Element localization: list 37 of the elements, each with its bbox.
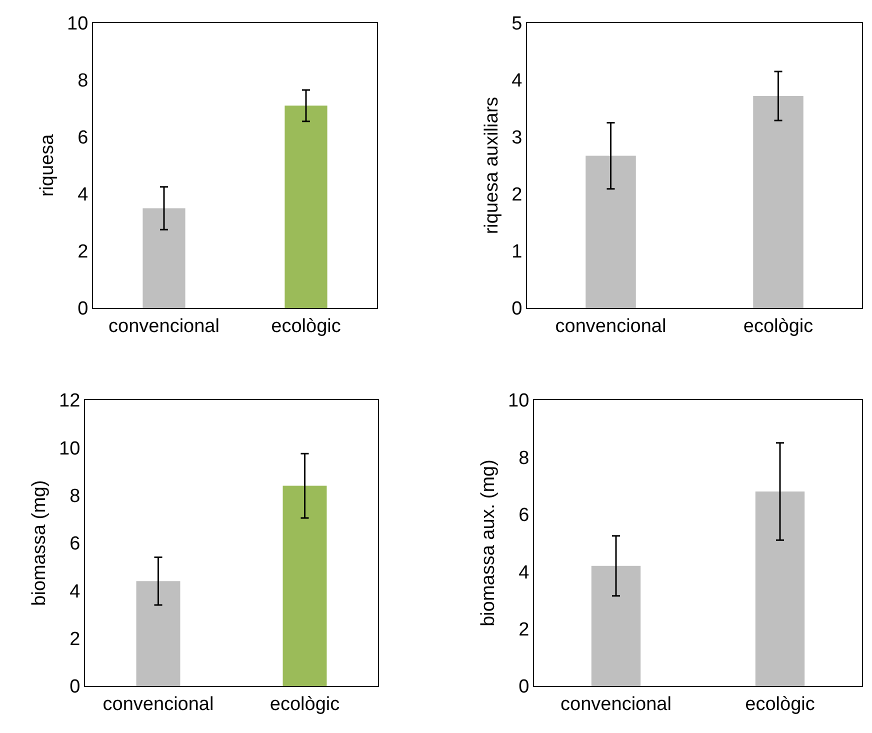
y-tick-label: 10: [59, 438, 80, 460]
y-tick-label: 2: [518, 619, 530, 640]
x-tick-label: ecològic: [270, 694, 340, 715]
y-axis-title: riquesa: [36, 134, 58, 197]
y-tick-label: 0: [70, 676, 80, 698]
y-tick-label: 6: [70, 534, 80, 555]
y-tick-label: 4: [512, 70, 523, 92]
y-tick-label: 2: [512, 184, 522, 206]
x-tick-label: ecològic: [743, 316, 814, 337]
y-tick-label: 4: [70, 581, 81, 602]
x-tick-label: convencional: [560, 694, 672, 715]
y-tick-label: 5: [512, 14, 522, 35]
y-tick-label: 2: [78, 242, 88, 263]
y-tick-label: 0: [78, 298, 88, 320]
y-tick-label: 6: [78, 128, 88, 149]
x-tick-label: convencional: [108, 316, 220, 337]
y-tick-label: 12: [59, 390, 80, 412]
y-tick-label: 8: [518, 448, 530, 469]
y-axis-title: biomassa aux. (mg): [478, 460, 499, 626]
y-tick-label: 4: [518, 562, 530, 584]
x-tick-label: ecològic: [271, 316, 341, 337]
y-tick-label: 10: [67, 14, 88, 35]
x-tick-label: convencional: [555, 316, 666, 337]
y-tick-label: 0: [512, 298, 522, 320]
x-tick-label: convencional: [102, 694, 214, 715]
y-tick-label: 3: [512, 128, 522, 149]
y-tick-label: 6: [518, 505, 530, 526]
y-axis-title: biomassa (mg): [28, 480, 50, 606]
y-axis-title: riquesa auxiliars: [481, 96, 502, 234]
x-tick-label: ecològic: [745, 694, 815, 715]
y-tick-label: 0: [518, 676, 530, 698]
y-tick-label: 10: [508, 390, 530, 412]
y-tick-label: 8: [70, 486, 80, 507]
y-tick-label: 2: [70, 628, 80, 650]
y-tick-label: 8: [78, 70, 88, 92]
y-tick-label: 4: [78, 184, 89, 206]
y-tick-label: 1: [512, 242, 522, 263]
